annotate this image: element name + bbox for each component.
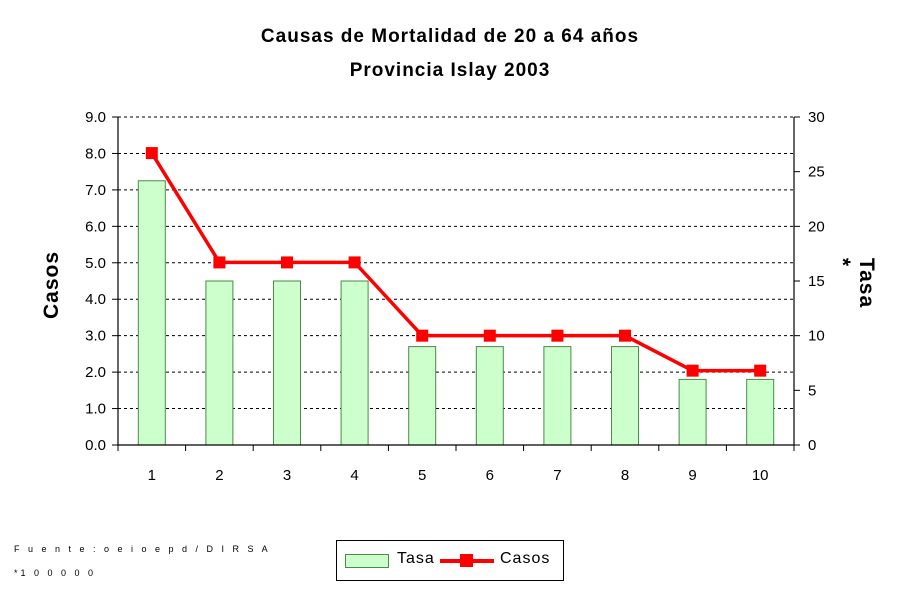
x-tick-label: 10	[752, 467, 769, 484]
y-tick-label-right: 0	[808, 437, 816, 454]
y-tick-label-left: 7.0	[85, 182, 106, 199]
point-casos	[551, 329, 564, 342]
x-tick-label: 8	[621, 467, 629, 484]
y-tick-label-left: 8.0	[85, 145, 106, 162]
source-note: F u e n t e : o e i o e p d / D I R S A	[14, 544, 271, 554]
y-tick-label-left: 6.0	[85, 218, 106, 235]
y-tick-label-left: 5.0	[85, 255, 106, 272]
point-casos	[348, 256, 361, 269]
x-tick-label: 7	[553, 467, 561, 484]
x-tick-label: 4	[350, 467, 358, 484]
bar-tasa	[543, 346, 572, 446]
y-tick-label-right: 25	[808, 164, 825, 181]
point-casos	[213, 256, 226, 269]
y-tick-label-left: 2.0	[85, 364, 106, 381]
legend-casos-marker	[460, 554, 473, 567]
point-casos	[754, 364, 767, 377]
x-tick-label: 6	[486, 467, 494, 484]
y-tick-label-right: 30	[808, 109, 825, 126]
bar-tasa	[408, 346, 437, 446]
y-tick-label-left: 3.0	[85, 328, 106, 345]
point-casos	[686, 364, 699, 377]
legend-tasa-label: Tasa	[397, 550, 435, 567]
chart-title: Causas de Mortalidad de 20 a 64 años	[260, 26, 640, 47]
y-tick-label-left: 4.0	[85, 291, 106, 308]
legend-casos-label: Casos	[500, 550, 551, 567]
legend: Tasa Casos	[336, 540, 564, 581]
y-tick-label-right: 15	[808, 273, 825, 290]
bar-tasa	[273, 280, 301, 446]
line-casos	[150, 152, 761, 373]
point-casos	[145, 147, 158, 160]
x-tick-label: 1	[148, 467, 156, 484]
point-casos	[416, 329, 429, 342]
x-tick-label: 5	[418, 467, 426, 484]
y-tick-label-left: 9.0	[85, 109, 106, 126]
bar-tasa	[678, 378, 707, 446]
bar-tasa	[137, 180, 166, 446]
x-tick-label: 9	[688, 467, 696, 484]
bar-tasa	[340, 280, 369, 446]
legend-tasa-swatch	[345, 554, 389, 568]
y-tick-label-right: 5	[808, 382, 816, 399]
point-casos	[483, 329, 496, 342]
bar-tasa	[746, 378, 775, 446]
point-casos	[619, 329, 631, 342]
y-tick-label-left: 0.0	[85, 437, 106, 454]
y-tick-label-left: 1.0	[85, 401, 106, 418]
x-tick-label: 2	[215, 467, 223, 484]
bar-tasa	[611, 346, 639, 446]
y-axis-right-label: Tasa *	[831, 257, 878, 309]
bar-tasa	[205, 280, 234, 446]
y-tick-label-right: 20	[808, 218, 825, 235]
y-axis-left-label: Casos	[40, 250, 63, 320]
point-casos	[281, 256, 293, 269]
rate-footnote: *1 0 0 0 0 0	[14, 568, 97, 578]
y-tick-label-right: 10	[808, 328, 825, 345]
x-tick-label: 3	[283, 467, 291, 484]
bar-tasa	[475, 346, 504, 446]
chart-subtitle: Provincia Islay 2003	[349, 60, 551, 81]
